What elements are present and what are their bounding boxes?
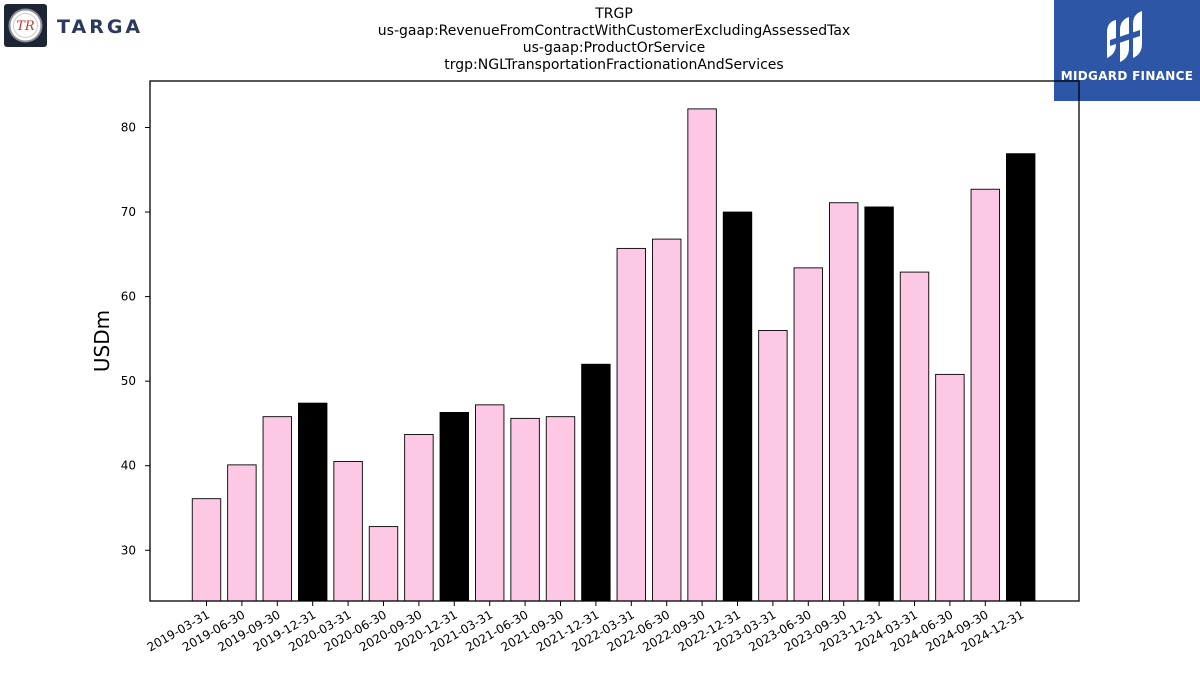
bar-2021-09-30 bbox=[545, 416, 576, 602]
chart-title: TRGP us-gaap:RevenueFromContractWithCust… bbox=[300, 6, 928, 74]
svg-text:TR: TR bbox=[16, 19, 35, 34]
bar-2021-12-31 bbox=[581, 363, 611, 602]
bar-2023-06-30 bbox=[793, 267, 823, 602]
bars-group bbox=[191, 108, 1036, 602]
bar-2024-03-31 bbox=[899, 271, 930, 602]
y-tick-label-40: 40 bbox=[121, 459, 136, 473]
midgard-logo-icon bbox=[1107, 11, 1142, 62]
y-axis-label: USDm bbox=[90, 310, 114, 372]
bar-2019-12-31 bbox=[298, 402, 328, 602]
y-axis: 30 40 50 60 70 80 bbox=[121, 121, 150, 557]
y-tick-label-30: 30 bbox=[121, 543, 136, 557]
title-line-concept: us-gaap:RevenueFromContractWithCustomerE… bbox=[377, 23, 851, 39]
bar-2019-09-30 bbox=[262, 416, 292, 602]
title-line-axis: us-gaap:ProductOrService bbox=[522, 40, 706, 56]
bar-2020-03-31 bbox=[333, 461, 363, 602]
targa-wordmark: TARGA bbox=[57, 16, 144, 38]
midgard-wordmark: MIDGARD FINANCE bbox=[1060, 69, 1194, 83]
bar-2023-09-30 bbox=[829, 202, 859, 602]
bar-2022-09-30 bbox=[687, 108, 717, 602]
bar-2021-06-30 bbox=[510, 417, 540, 602]
bar-2020-06-30 bbox=[368, 526, 399, 602]
title-line-member: trgp:NGLTransportationFractionationAndSe… bbox=[444, 57, 784, 73]
bar-2024-06-30 bbox=[935, 373, 965, 602]
bar-2023-12-31 bbox=[864, 206, 894, 602]
bar-2023-03-31 bbox=[758, 329, 788, 602]
bar-2021-03-31 bbox=[475, 404, 505, 602]
bar-2022-06-30 bbox=[652, 238, 682, 602]
targa-tr-logo-icon: TR bbox=[4, 4, 47, 47]
y-tick-label-70: 70 bbox=[121, 205, 136, 219]
y-tick-label-80: 80 bbox=[121, 121, 136, 135]
bar-2020-09-30 bbox=[404, 433, 434, 602]
bar-2022-03-31 bbox=[616, 247, 646, 602]
bar-2019-03-31 bbox=[191, 498, 222, 602]
bar-2024-12-31 bbox=[1006, 153, 1036, 602]
bar-2024-09-30 bbox=[970, 188, 1000, 602]
plot-frame bbox=[149, 80, 1080, 602]
bar-2020-12-31 bbox=[439, 412, 469, 602]
x-axis: 2019-03-312019-06-302019-09-302019-12-31… bbox=[145, 601, 1026, 654]
y-tick-label-60: 60 bbox=[121, 290, 136, 304]
bar-2022-12-31 bbox=[722, 211, 753, 602]
title-line-ticker: TRGP bbox=[595, 6, 633, 22]
bar-2019-06-30 bbox=[227, 464, 257, 602]
midgard-finance-logo: MIDGARD FINANCE bbox=[1054, 0, 1200, 101]
y-tick-label-50: 50 bbox=[121, 374, 136, 388]
targa-logo: TR TARGA bbox=[4, 4, 164, 48]
